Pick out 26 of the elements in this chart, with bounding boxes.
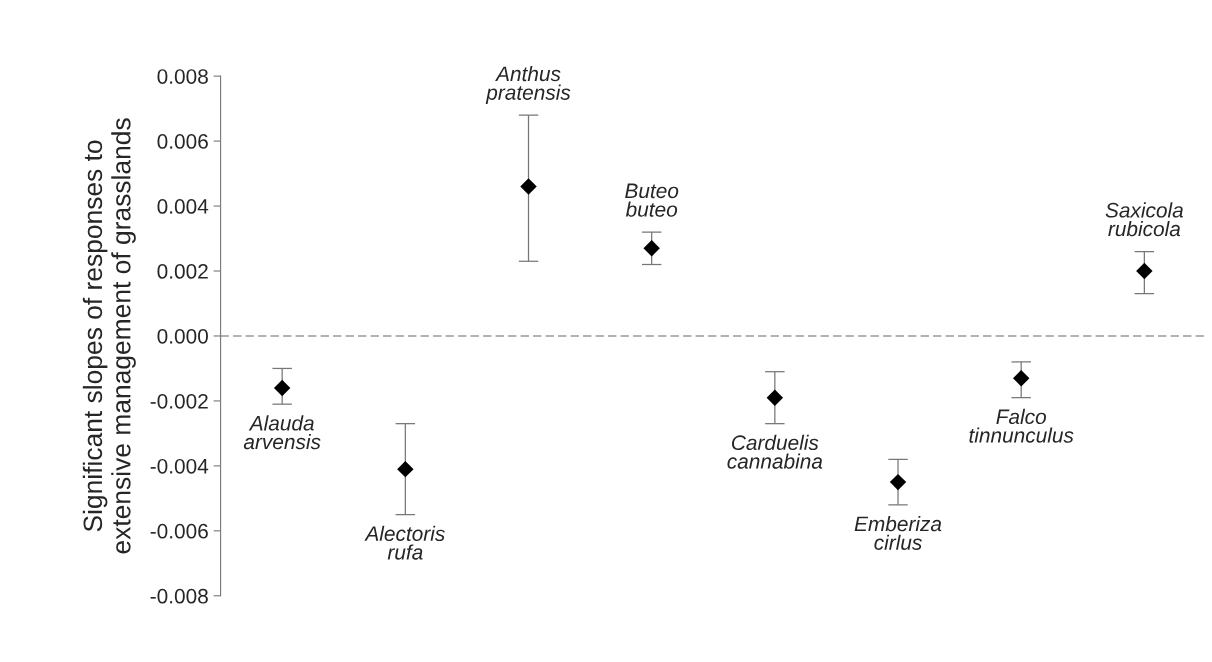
annotation: Buteo buteo	[625, 183, 679, 217]
annotation: Falco tinnunculus	[969, 408, 1074, 443]
y-tick-label: 0.006	[157, 134, 208, 149]
annotation: Emberiza cirlus	[854, 515, 942, 550]
point	[1012, 369, 1030, 387]
point	[766, 389, 784, 406]
y-tick-label: 0.002	[157, 264, 208, 279]
y-tick-label: -0.002	[150, 393, 208, 409]
annotation: Alectoris rufa	[364, 525, 445, 560]
y-tick-label: -0.006	[150, 523, 208, 539]
y-tick-label: 0.008	[157, 69, 208, 84]
point	[889, 473, 907, 491]
point	[520, 178, 537, 195]
annotation: Alauda arvensis	[243, 415, 321, 450]
annotation: Anthus pratensis	[485, 65, 571, 104]
y-tick-label: -0.004	[150, 458, 209, 474]
y-axis-title: Significant slopes of responses to extensive management of grasslands	[82, 118, 136, 554]
point	[273, 379, 291, 397]
annotation: Carduelis cannabina	[727, 434, 823, 469]
y-tick-label: -0.008	[150, 588, 208, 604]
point	[1136, 262, 1153, 280]
y-tick-label: 0.004	[157, 199, 209, 214]
point	[643, 240, 660, 257]
point	[397, 460, 414, 478]
annotation: Saxicola rubicola	[1105, 202, 1184, 237]
y-tick-label: 0.000	[157, 328, 208, 344]
